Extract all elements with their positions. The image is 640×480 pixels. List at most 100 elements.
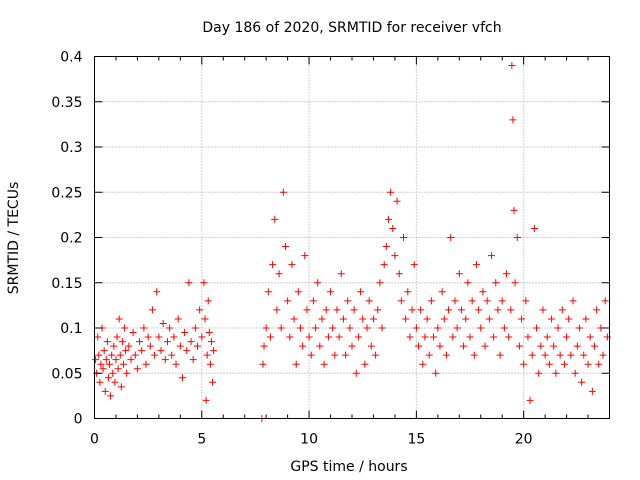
data-point <box>464 279 472 287</box>
data-point <box>359 315 367 323</box>
data-point <box>123 369 131 377</box>
data-point <box>264 288 272 296</box>
data-point <box>118 338 126 346</box>
data-point <box>194 342 201 350</box>
data-point <box>363 324 371 332</box>
data-point <box>509 116 517 124</box>
data-point <box>548 315 556 323</box>
data-point <box>305 333 313 341</box>
data-point <box>391 252 399 260</box>
data-point <box>202 396 210 404</box>
data-point <box>369 315 377 323</box>
data-point <box>331 351 339 359</box>
data-points <box>92 62 611 422</box>
data-point <box>393 197 401 205</box>
data-point <box>142 360 150 368</box>
data-point <box>400 234 407 241</box>
data-point <box>297 324 304 332</box>
data-point <box>571 369 579 377</box>
data-point <box>417 306 425 314</box>
data-point <box>288 261 296 269</box>
data-point <box>586 333 594 341</box>
data-point <box>314 279 322 287</box>
data-point <box>103 338 111 346</box>
data-point <box>133 365 141 373</box>
data-point <box>281 243 289 251</box>
data-point <box>588 387 596 395</box>
data-point <box>436 342 444 350</box>
data-point <box>421 333 429 341</box>
data-point <box>170 333 178 341</box>
data-point <box>140 324 148 332</box>
data-point <box>207 338 215 346</box>
data-point <box>322 306 330 314</box>
y-tick-label: 0 <box>74 412 83 428</box>
data-point <box>346 324 354 332</box>
data-point <box>563 333 571 341</box>
data-point <box>292 360 300 368</box>
data-point <box>129 329 137 337</box>
data-point <box>277 324 285 332</box>
data-point <box>412 324 420 332</box>
data-point <box>316 342 324 350</box>
data-point <box>584 360 592 368</box>
data-point <box>595 360 603 368</box>
data-point <box>442 351 450 359</box>
data-point <box>204 297 212 305</box>
data-point <box>503 270 510 278</box>
data-point <box>565 315 573 323</box>
data-point <box>451 297 459 305</box>
data-point <box>496 351 504 359</box>
data-point <box>95 351 103 359</box>
data-point <box>510 206 518 214</box>
y-tick-label: 0.25 <box>51 185 82 201</box>
data-point <box>320 360 328 368</box>
data-point <box>395 270 403 278</box>
data-point <box>344 297 352 305</box>
data-point <box>513 234 521 241</box>
data-point <box>339 315 347 323</box>
data-point <box>505 333 513 341</box>
data-point <box>578 378 586 386</box>
data-point <box>327 288 335 296</box>
y-tick-label: 0.3 <box>60 140 82 156</box>
data-point <box>114 365 122 373</box>
data-point <box>378 324 386 332</box>
data-point <box>107 392 115 400</box>
data-point <box>520 360 528 368</box>
data-point <box>438 288 446 296</box>
data-point <box>189 356 197 364</box>
data-point <box>522 297 530 305</box>
data-point <box>206 360 214 368</box>
data-point <box>203 351 211 359</box>
data-point <box>168 351 176 359</box>
data-point <box>374 306 382 314</box>
data-point <box>445 306 453 314</box>
data-point <box>500 324 508 332</box>
data-point <box>209 378 217 386</box>
data-point <box>198 333 206 341</box>
data-point <box>104 374 112 382</box>
data-point <box>460 342 468 350</box>
data-point <box>528 351 536 359</box>
data-point <box>541 351 549 359</box>
data-point <box>507 306 515 314</box>
data-point <box>111 378 119 386</box>
data-point <box>286 333 294 341</box>
y-tick-label: 0.15 <box>51 276 82 292</box>
data-point <box>271 215 279 223</box>
data-point <box>558 306 566 314</box>
data-point <box>110 342 118 350</box>
data-point <box>335 333 343 341</box>
data-point <box>404 288 412 296</box>
data-point <box>146 342 154 350</box>
data-point <box>387 188 395 196</box>
data-point <box>102 356 110 364</box>
data-point <box>201 315 209 323</box>
data-point <box>99 365 107 373</box>
x-axis-label: GPS time / hours <box>290 459 407 475</box>
data-point <box>524 333 532 341</box>
data-point <box>423 315 431 323</box>
data-point <box>101 387 109 395</box>
data-point <box>410 261 418 269</box>
